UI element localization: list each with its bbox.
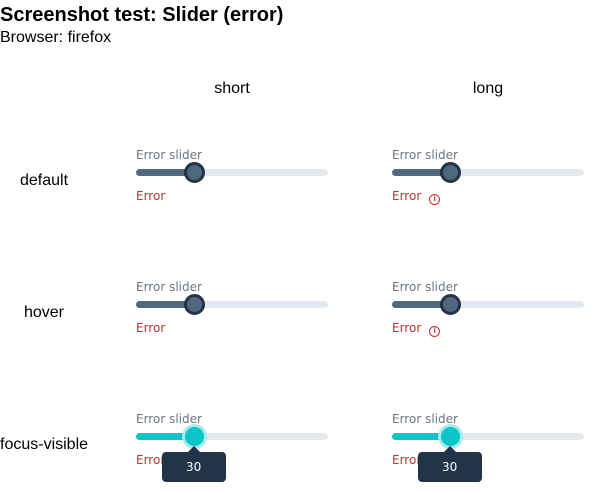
slider-label: Error slider — [392, 148, 458, 162]
slider-track[interactable] — [392, 433, 584, 440]
slider-thumb[interactable] — [185, 427, 204, 446]
column-header-long: long — [392, 80, 584, 98]
slider-track[interactable] — [136, 169, 328, 176]
info-circle-icon: i — [429, 194, 440, 205]
value-tooltip: 30 — [162, 452, 226, 482]
error-text: Error — [136, 321, 165, 335]
info-circle-icon: i — [429, 326, 440, 337]
page-title: Screenshot test: Slider (error) — [0, 3, 283, 27]
slider-focus-short: Error slider Error 30 — [136, 412, 328, 482]
slider-thumb[interactable] — [184, 294, 205, 315]
row-label-hover: hover — [0, 304, 88, 322]
slider-thumb[interactable] — [441, 427, 460, 446]
slider-label: Error slider — [136, 148, 202, 162]
error-text: Error — [136, 189, 165, 203]
error-message: Error — [136, 189, 165, 203]
slider-track[interactable] — [136, 301, 328, 308]
slider-default-long: Error slider Error i — [392, 148, 584, 218]
browser-info: Browser: firefox — [0, 29, 111, 47]
value-tooltip: 30 — [418, 452, 482, 482]
slider-label: Error slider — [136, 412, 202, 426]
slider-thumb[interactable] — [440, 162, 461, 183]
row-label-default: default — [0, 172, 88, 190]
error-message: Error — [136, 321, 165, 335]
column-header-short: short — [136, 80, 328, 98]
slider-default-short: Error slider Error — [136, 148, 328, 218]
row-label-focus-visible: focus-visible — [0, 436, 88, 454]
slider-thumb[interactable] — [440, 294, 461, 315]
slider-hover-short: Error slider Error — [136, 280, 328, 350]
slider-thumb[interactable] — [184, 162, 205, 183]
error-message: Error — [136, 453, 165, 467]
error-text: Error — [392, 189, 421, 203]
slider-track[interactable] — [136, 433, 328, 440]
slider-label: Error slider — [392, 280, 458, 294]
slider-label: Error slider — [392, 412, 458, 426]
error-text: Error — [392, 453, 421, 467]
error-text: Error — [392, 321, 421, 335]
error-text: Error — [136, 453, 165, 467]
slider-hover-long: Error slider Error i — [392, 280, 584, 350]
slider-track[interactable] — [392, 169, 584, 176]
slider-label: Error slider — [136, 280, 202, 294]
slider-track[interactable] — [392, 301, 584, 308]
